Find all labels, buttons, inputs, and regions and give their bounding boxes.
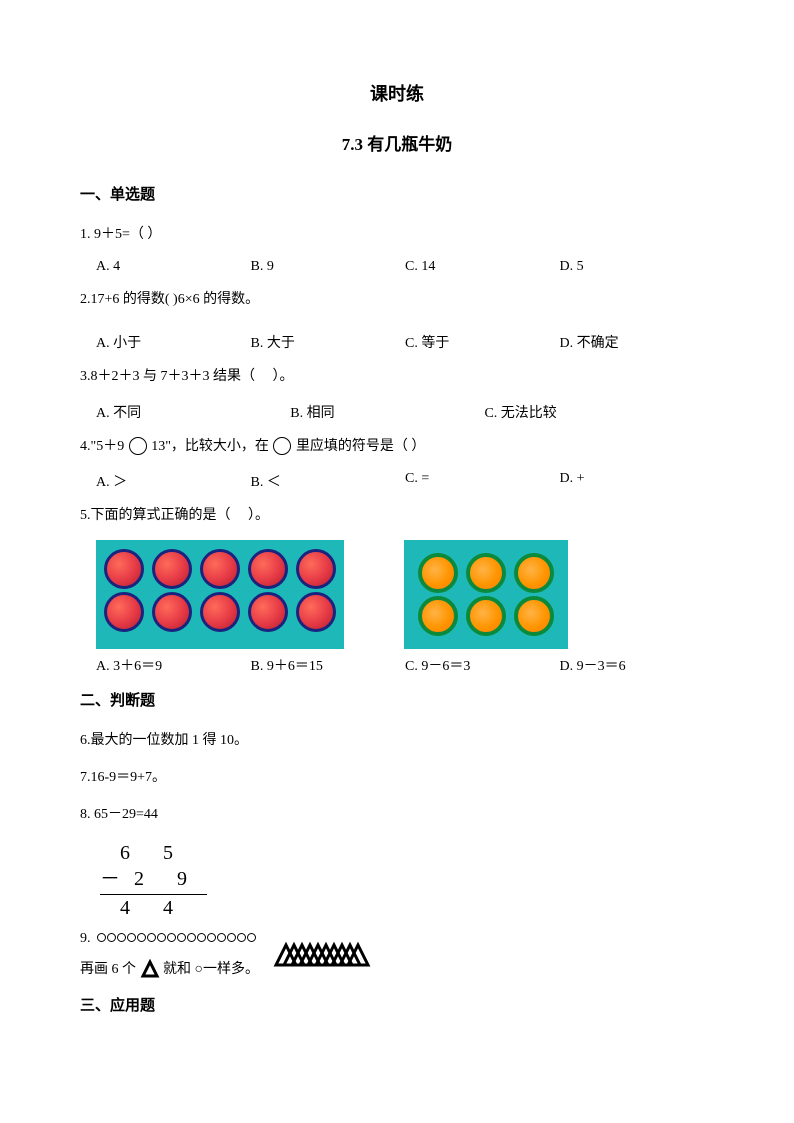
small-circle-icon [97, 933, 106, 942]
small-circle-icon [227, 933, 236, 942]
q2-opt-a: A. 小于 [96, 332, 251, 352]
red-dot-icon [200, 549, 240, 589]
question-3: 3.8＋2＋3 与 7＋3＋3 结果（ ）。 [80, 364, 714, 389]
q4-pre: 4."5＋9 [80, 439, 128, 454]
q9-num: 9. [80, 931, 91, 947]
question-7: 7.16-9＝9+7。 [80, 765, 714, 790]
question-1: 1. 9＋5=（ ） [80, 222, 714, 247]
q1-opt-a: A. 4 [96, 259, 251, 275]
q8-calc-top: 6 5 [100, 840, 714, 866]
question-2-options: A. 小于 B. 大于 C. 等于 D. 不确定 [80, 332, 714, 352]
q3-opt-b: B. 相同 [290, 402, 484, 422]
q1-opt-c: C. 14 [405, 259, 560, 275]
q5-opt-b: B. 9＋6＝15 [251, 655, 406, 675]
q1-opt-d: D. 5 [560, 259, 715, 275]
q2-opt-c: C. 等于 [405, 332, 560, 352]
orange-dot-icon [418, 553, 458, 593]
section-2-header: 二、判断题 [80, 689, 714, 710]
q5-panel-2 [404, 540, 568, 649]
small-circle-icon [157, 933, 166, 942]
q5-figures [96, 540, 714, 649]
q5-panel-1 [96, 540, 344, 649]
q4-opt-c: C. = [405, 471, 560, 491]
small-circle-icon [237, 933, 246, 942]
orange-dot-icon [514, 596, 554, 636]
small-circle-icon [177, 933, 186, 942]
circle-icon [273, 437, 291, 455]
small-circle-icon [167, 933, 176, 942]
q8-calc: 6 5 －2 9 4 4 [100, 840, 714, 921]
question-8: 8. 65－29=44 [80, 802, 714, 827]
q5-opt-d: D. 9－3＝6 [560, 655, 715, 675]
question-1-options: A. 4 B. 9 C. 14 D. 5 [80, 259, 714, 275]
red-dot-icon [248, 549, 288, 589]
red-dot-icon [104, 549, 144, 589]
orange-dot-icon [466, 553, 506, 593]
question-5-options: A. 3＋6＝9 B. 9＋6＝15 C. 9－6＝3 D. 9－3＝6 [80, 655, 714, 675]
q5-opt-a: A. 3＋6＝9 [96, 655, 251, 675]
section-3-header: 三、应用题 [80, 994, 714, 1015]
orange-dot-icon [418, 596, 458, 636]
orange-dot-icon [514, 553, 554, 593]
small-circle-icon [207, 933, 216, 942]
small-circle-icon [147, 933, 156, 942]
question-4: 4."5＋9 13"，比较大小，在 里应填的符号是（ ） [80, 434, 714, 459]
circle-icon [129, 437, 147, 455]
page-title: 课时练 [80, 80, 714, 106]
small-circle-icon [197, 933, 206, 942]
small-circle-icon [247, 933, 256, 942]
q9-circles [97, 931, 257, 947]
q3-opt-c: C. 无法比较 [484, 402, 714, 422]
q9-t2-pre: 再画 6 个 [80, 962, 140, 977]
question-5: 5.下面的算式正确的是（ ）。 [80, 503, 714, 528]
q4-opt-a: A. ＞ [96, 471, 251, 491]
small-circle-icon [137, 933, 146, 942]
orange-dot-icon [466, 596, 506, 636]
small-circle-icon [127, 933, 136, 942]
question-9: 9. [80, 931, 714, 947]
q1-opt-b: B. 9 [251, 259, 406, 275]
red-dot-icon [152, 592, 192, 632]
q4-opt-b: B. ＜ [251, 471, 406, 491]
red-dot-icon [296, 549, 336, 589]
q5-opt-c: C. 9－6＝3 [405, 655, 560, 675]
question-2: 2.17+6 的得数( )6×6 的得数。 [80, 287, 714, 312]
small-circle-icon [217, 933, 226, 942]
section-1-header: 一、单选题 [80, 183, 714, 204]
q2-opt-b: B. 大于 [251, 332, 406, 352]
small-circle-icon [187, 933, 196, 942]
q8-calc-mid: －2 9 [100, 866, 207, 895]
red-dot-icon [104, 592, 144, 632]
q2-opt-d: D. 不确定 [560, 332, 715, 352]
question-9-text2: 再画 6 个 就和 ○一样多。 [80, 957, 714, 982]
question-3-options: A. 不同 B. 相同 C. 无法比较 [80, 402, 714, 422]
red-dot-icon [152, 549, 192, 589]
q8-calc-bot: 4 4 [100, 895, 714, 921]
triangle-icon [140, 962, 160, 977]
q9-t2-post: 就和 ○一样多。 [160, 962, 259, 977]
question-6: 6.最大的一位数加 1 得 10。 [80, 728, 714, 753]
small-circle-icon [117, 933, 126, 942]
q4-post: 13"，比较大小，在 [148, 439, 273, 454]
small-circle-icon [107, 933, 116, 942]
red-dot-icon [200, 592, 240, 632]
red-dot-icon [296, 592, 336, 632]
q3-opt-a: A. 不同 [96, 402, 290, 422]
red-dot-icon [248, 592, 288, 632]
q4-end: 里应填的符号是（ ） [292, 439, 425, 454]
question-4-options: A. ＞ B. ＜ C. = D. + [80, 471, 714, 491]
page-subtitle: 7.3 有几瓶牛奶 [80, 130, 714, 155]
q4-opt-d: D. + [560, 471, 715, 491]
q9-triangles [269, 931, 349, 947]
